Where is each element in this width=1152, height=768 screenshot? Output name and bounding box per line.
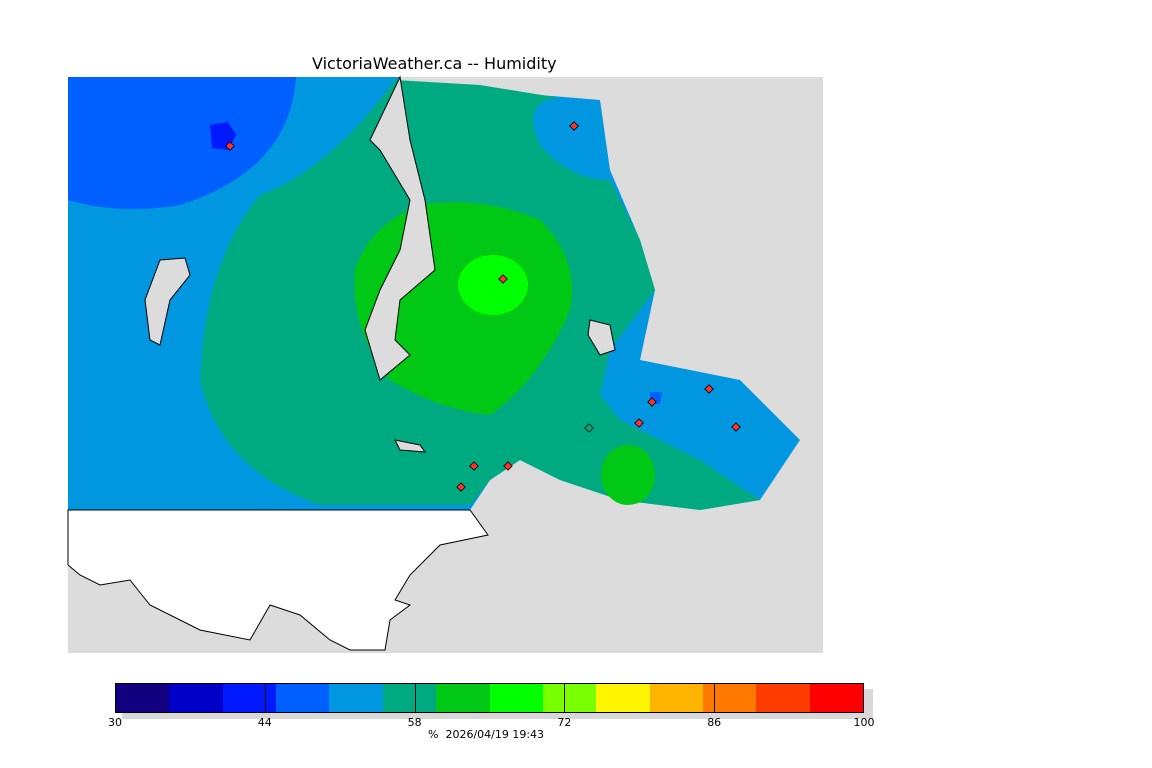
colorbar-tick-label: 58 xyxy=(407,716,422,729)
station-marker xyxy=(503,461,513,471)
weather-stations xyxy=(225,121,741,492)
station-marker xyxy=(731,422,741,432)
water-inlet xyxy=(364,75,436,381)
colorbar-bin xyxy=(702,684,757,712)
island xyxy=(587,319,616,356)
colorbar-bin xyxy=(436,684,490,712)
colorbar-tick xyxy=(564,683,566,713)
colorbar-tick-label: 72 xyxy=(557,716,572,729)
colorbar-bin xyxy=(649,684,703,712)
water-bodies xyxy=(67,75,616,651)
station-marker xyxy=(498,274,508,284)
colorbar-tick-label: 44 xyxy=(257,716,272,729)
island-small xyxy=(394,439,427,453)
colorbar-tick-label: 30 xyxy=(108,716,122,729)
contour-64-69 xyxy=(458,255,528,315)
colorbar-bin xyxy=(809,684,864,712)
colorbar-bin xyxy=(756,684,810,712)
station-marker xyxy=(704,384,714,394)
colorbar-bin xyxy=(596,684,650,712)
colorbar xyxy=(115,683,864,713)
colorbar-bin xyxy=(222,684,277,712)
timestamp: 2026/04/19 19:43 xyxy=(445,728,545,741)
contour-44-49 xyxy=(68,77,296,209)
colorbar-tick xyxy=(714,683,716,713)
station-marker xyxy=(584,423,594,433)
colorbar-bin xyxy=(382,684,437,712)
lake xyxy=(144,257,191,346)
colorbar-caption: % 2026/04/19 19:43 xyxy=(428,728,544,741)
unit-label: % xyxy=(428,728,439,741)
station-marker xyxy=(456,482,466,492)
colorbar-bin xyxy=(169,684,223,712)
colorbar-bin xyxy=(489,684,543,712)
colorbar-bin xyxy=(542,684,597,712)
station-marker xyxy=(569,121,579,131)
water-lower xyxy=(67,509,489,651)
map-title: VictoriaWeather.ca -- Humidity xyxy=(312,54,557,73)
colorbar-bin xyxy=(276,684,330,712)
colorbar-bin xyxy=(329,684,383,712)
contour-59-64-south xyxy=(601,445,655,505)
colorbar-tick xyxy=(414,683,416,713)
colorbar-tick-label: 100 xyxy=(853,716,875,729)
colorbar-tick xyxy=(264,683,266,713)
colorbar-tick-label: 86 xyxy=(707,716,722,729)
station-marker xyxy=(647,397,657,407)
station-marker xyxy=(225,141,235,151)
station-marker xyxy=(469,461,479,471)
colorbar-bin xyxy=(116,684,170,712)
station-marker xyxy=(634,418,644,428)
